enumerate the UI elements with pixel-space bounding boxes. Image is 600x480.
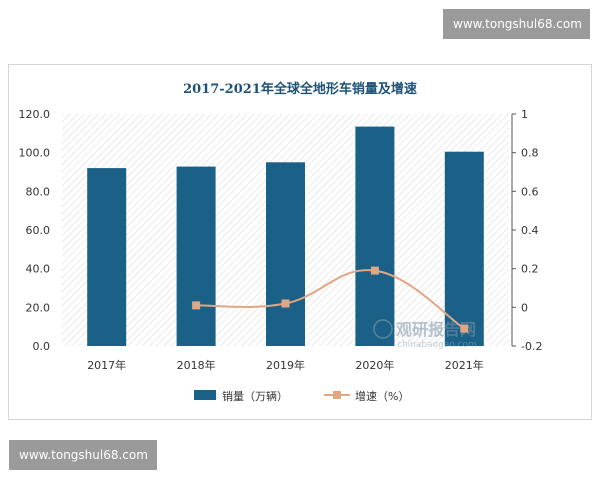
legend: 销量（万辆） 增速（%） bbox=[194, 389, 409, 403]
logo-url: chinabaogao.com bbox=[397, 340, 477, 350]
x-tick-label: 2021年 bbox=[445, 358, 484, 372]
growth-point-3 bbox=[460, 324, 469, 333]
bar-series bbox=[87, 126, 484, 346]
legend-label-line: 增速（%） bbox=[355, 389, 409, 403]
legend-swatch-bar bbox=[194, 390, 216, 400]
left-tick-label: 20.0 bbox=[26, 301, 51, 314]
left-tick-label: 120.0 bbox=[19, 108, 51, 121]
right-tick-label: 1 bbox=[521, 108, 528, 121]
left-tick-label: 100.0 bbox=[19, 147, 51, 160]
growth-point-1 bbox=[281, 299, 290, 308]
watermark-top: www.tongshul68.com bbox=[443, 9, 590, 39]
left-tick-label: 80.0 bbox=[26, 185, 51, 198]
bar-2 bbox=[266, 162, 305, 346]
x-axis-ticks: 2017年 2018年 2019年 2020年 2021年 bbox=[87, 358, 484, 372]
bar-0 bbox=[87, 168, 127, 346]
growth-line bbox=[196, 269, 465, 330]
watermark-bottom: www.tongshul68.com bbox=[9, 440, 157, 470]
x-tick-label: 2017年 bbox=[87, 358, 126, 372]
bar-3 bbox=[355, 126, 395, 346]
x-tick-label: 2019年 bbox=[266, 358, 305, 372]
growth-point-0 bbox=[192, 301, 201, 310]
growth-point-2 bbox=[370, 266, 379, 275]
right-tick-label: 0.8 bbox=[521, 147, 539, 160]
line-series bbox=[192, 266, 469, 333]
x-tick-label: 2018年 bbox=[177, 358, 216, 372]
right-axis-ticks: 1 0.8 0.6 0.4 0.2 0 -0.2 bbox=[512, 108, 542, 353]
x-tick-label: 2020年 bbox=[355, 358, 394, 372]
legend-swatch-marker bbox=[333, 391, 341, 399]
logo-text: 观研报告网 bbox=[396, 320, 476, 339]
bar-1 bbox=[176, 166, 216, 346]
chart-title: 2017-2021年全球全地形车销量及增速 bbox=[183, 81, 417, 97]
right-tick-label: -0.2 bbox=[521, 340, 542, 353]
left-axis-ticks: 120.0 100.0 80.0 60.0 40.0 20.0 0.0 bbox=[19, 108, 51, 353]
left-tick-label: 0.0 bbox=[33, 340, 51, 353]
left-tick-label: 60.0 bbox=[26, 224, 51, 237]
logo-watermark: 观研报告网 chinabaogao.com bbox=[373, 319, 477, 350]
right-tick-label: 0.2 bbox=[521, 263, 539, 276]
left-tick-label: 40.0 bbox=[26, 263, 51, 276]
legend-label-bar: 销量（万辆） bbox=[222, 389, 288, 403]
logo-icon bbox=[373, 319, 393, 339]
right-tick-label: 0 bbox=[521, 301, 528, 314]
right-tick-label: 0.4 bbox=[521, 224, 539, 237]
right-tick-label: 0.6 bbox=[521, 185, 539, 198]
bar-4 bbox=[444, 151, 484, 346]
